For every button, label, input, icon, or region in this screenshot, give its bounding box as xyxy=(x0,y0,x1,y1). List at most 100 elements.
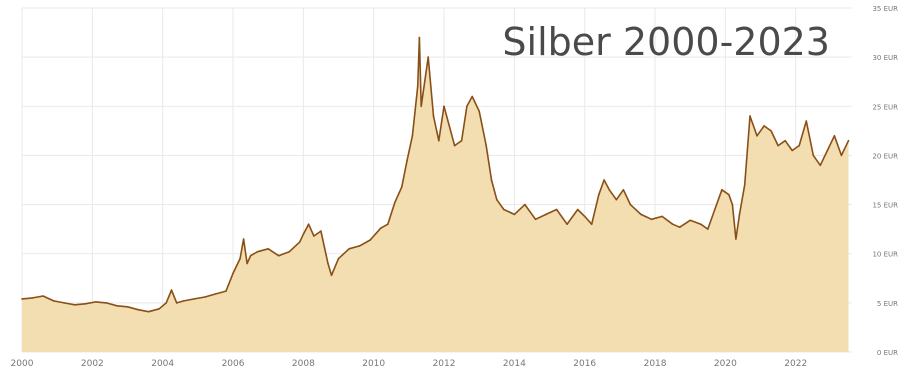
y-tick-label: 0 EUR xyxy=(877,349,898,357)
data-point xyxy=(416,85,419,88)
data-point xyxy=(770,130,772,132)
data-point xyxy=(728,193,730,196)
data-point xyxy=(756,135,758,137)
data-point xyxy=(411,135,414,137)
data-point xyxy=(590,223,593,225)
data-point xyxy=(95,301,97,303)
data-point xyxy=(615,198,618,201)
area-fill xyxy=(22,37,849,352)
data-point xyxy=(503,208,505,211)
data-point xyxy=(805,120,808,122)
data-point xyxy=(640,213,642,216)
x-tick-label: 2014 xyxy=(503,359,526,369)
data-point xyxy=(116,305,118,307)
data-point xyxy=(485,144,488,147)
y-tick-label: 30 EUR xyxy=(872,54,898,62)
y-axis-ticks: 0 EUR 5 EUR 10 EUR 15 EUR 20 EUR 25 EUR 30 EUR… xyxy=(872,5,898,357)
data-point xyxy=(721,189,723,191)
data-point xyxy=(749,115,751,117)
data-point xyxy=(31,297,34,299)
data-point xyxy=(791,149,793,152)
x-axis-ticks: 2000 2002 2004 2006 2008 2010 2012 2014 2016 2018… xyxy=(11,359,808,369)
data-point xyxy=(524,203,526,206)
data-point xyxy=(246,262,248,265)
data-point xyxy=(204,296,206,298)
data-point xyxy=(170,289,173,291)
data-point xyxy=(379,227,382,229)
y-tick-label: 35 EUR xyxy=(872,5,898,13)
data-point xyxy=(232,272,234,275)
data-point xyxy=(432,115,435,117)
data-point xyxy=(833,135,836,137)
x-tick-label: 2020 xyxy=(714,359,737,369)
data-point xyxy=(394,201,396,204)
data-point xyxy=(387,223,389,225)
data-point xyxy=(277,254,280,257)
data-point xyxy=(401,186,403,188)
data-point xyxy=(249,254,252,257)
data-point xyxy=(819,164,822,167)
data-point xyxy=(337,257,340,260)
data-point xyxy=(320,230,322,232)
data-point xyxy=(513,213,516,216)
data-point xyxy=(214,293,217,295)
data-point xyxy=(239,257,241,260)
data-point xyxy=(738,213,741,216)
data-point xyxy=(812,154,815,157)
data-point xyxy=(598,193,600,196)
data-point xyxy=(466,105,468,108)
data-point xyxy=(784,139,786,142)
data-point xyxy=(52,300,55,302)
data-point xyxy=(826,149,829,152)
data-point xyxy=(406,159,408,162)
data-point xyxy=(700,223,702,225)
data-point xyxy=(175,302,178,304)
data-point xyxy=(63,302,65,304)
data-point xyxy=(689,219,691,222)
data-point xyxy=(840,154,843,157)
data-point xyxy=(288,250,291,253)
x-tick-label: 2018 xyxy=(644,359,667,369)
data-point xyxy=(743,184,746,186)
data-point xyxy=(126,306,129,308)
data-point xyxy=(735,238,737,240)
data-point xyxy=(566,223,568,225)
data-point xyxy=(369,239,372,241)
data-point xyxy=(650,218,653,221)
x-tick-label: 2002 xyxy=(81,359,104,369)
data-point xyxy=(731,203,734,206)
data-point xyxy=(137,308,139,311)
data-point xyxy=(496,198,498,201)
data-point xyxy=(603,179,605,181)
data-point xyxy=(847,139,850,142)
data-point xyxy=(608,189,611,191)
data-point xyxy=(348,248,350,250)
data-point xyxy=(555,208,558,211)
data-point xyxy=(358,245,361,247)
y-tick-label: 20 EUR xyxy=(872,152,898,160)
data-point xyxy=(183,300,185,302)
data-point xyxy=(629,203,632,206)
data-point xyxy=(490,179,493,181)
data-point xyxy=(423,80,426,83)
data-point xyxy=(242,238,245,240)
data-point xyxy=(74,304,76,306)
data-point xyxy=(707,228,709,230)
x-tick-label: 2010 xyxy=(362,359,385,369)
x-tick-label: 2022 xyxy=(784,359,807,369)
data-point xyxy=(583,215,586,218)
data-point xyxy=(193,298,196,300)
data-point xyxy=(225,290,227,292)
data-point xyxy=(147,310,150,313)
x-tick-label: 2016 xyxy=(573,359,596,369)
data-point xyxy=(545,213,547,216)
area-series xyxy=(21,36,850,352)
data-point xyxy=(622,189,625,191)
data-point xyxy=(576,208,579,211)
data-point xyxy=(256,250,259,253)
x-tick-label: 2004 xyxy=(151,359,174,369)
y-tick-label: 5 EUR xyxy=(877,300,898,308)
data-point xyxy=(158,308,160,310)
data-point xyxy=(777,144,779,147)
